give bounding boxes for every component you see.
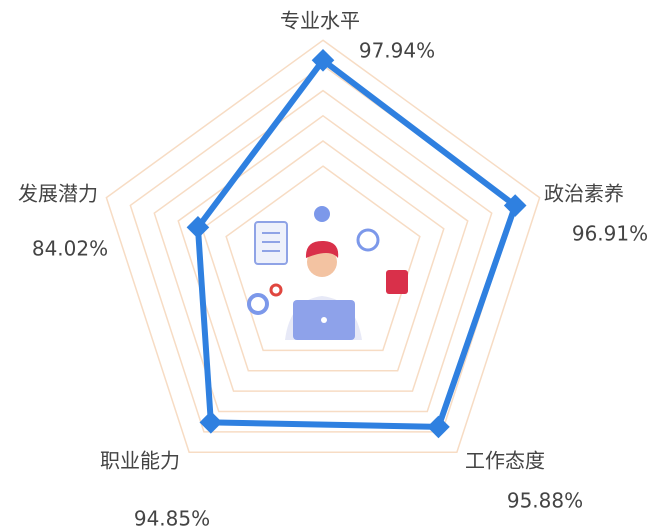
axis-label: 工作态度 — [465, 449, 545, 473]
axis-label: 政治素养 — [544, 182, 624, 206]
illustration — [247, 206, 408, 340]
axis-label: 专业水平 — [280, 9, 360, 33]
axis-label: 职业能力 — [100, 449, 180, 473]
value-label: 95.88% — [507, 489, 583, 513]
grid-ring — [153, 89, 493, 413]
value-label: 84.02% — [32, 237, 108, 261]
radar-line — [194, 57, 519, 430]
value-label: 97.94% — [359, 39, 435, 63]
grid-ring — [201, 140, 445, 372]
value-label: 96.91% — [572, 222, 648, 246]
grid-ring — [225, 165, 421, 352]
point-marker — [427, 415, 450, 439]
value-label: 94.85% — [134, 507, 210, 530]
axis-label: 发展潜力 — [18, 182, 98, 206]
grid-ring — [105, 39, 541, 454]
grid-ring — [177, 114, 469, 392]
